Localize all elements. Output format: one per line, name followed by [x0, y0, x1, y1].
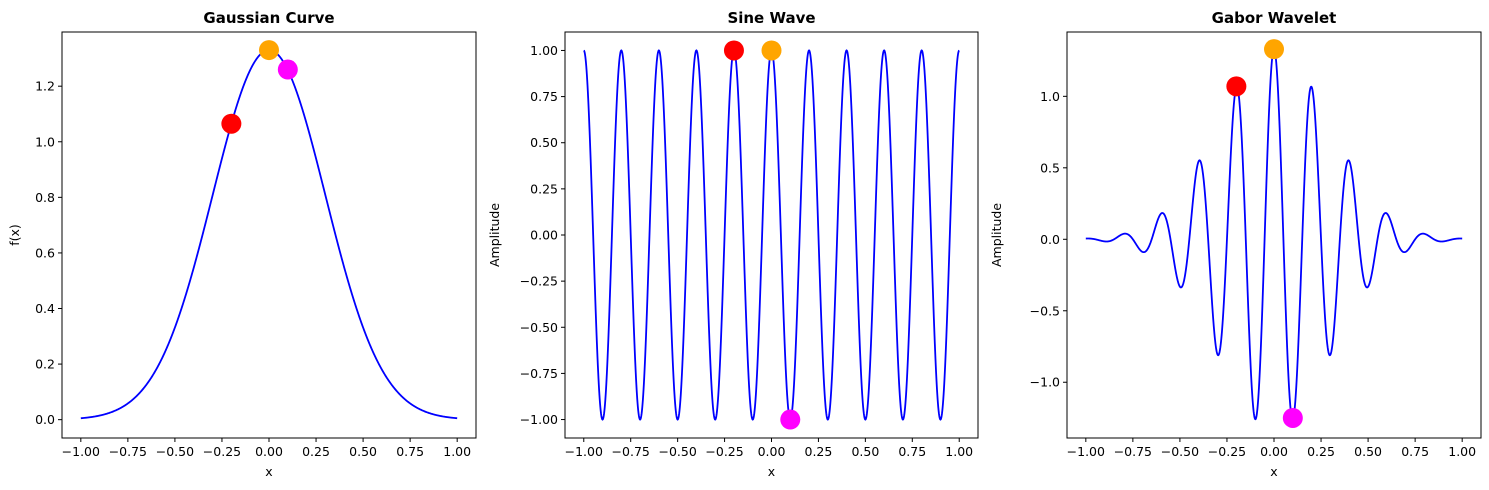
- x-tick-label: 0.25: [1307, 444, 1335, 459]
- chart-1: Gaussian Curve −1.00 −0.75 −0.50 −0.25 0.00 0.…: [7, 9, 477, 479]
- x-tick-label: −1.00: [1067, 444, 1105, 459]
- y-tick-label: 0.75: [530, 89, 558, 104]
- x-tick-label: −0.75: [1114, 444, 1152, 459]
- x-tick-label: 1.00: [443, 444, 471, 459]
- y-axis-label: Amplitude: [989, 203, 1004, 267]
- x-tick-label: −1.00: [62, 444, 100, 459]
- y-tick-label: −0.75: [520, 366, 558, 381]
- x-tick-label: 0.50: [1354, 444, 1382, 459]
- x-tick-label: 0.25: [805, 444, 833, 459]
- x-tick-label: −0.75: [612, 444, 650, 459]
- marker-point: [1264, 39, 1284, 60]
- x-tick-label: 0.50: [851, 444, 879, 459]
- y-tick-label: 0.8: [35, 190, 55, 205]
- y-tick-label: −1.0: [1030, 375, 1060, 390]
- x-axis-label: x: [768, 464, 775, 479]
- y-tick-label: 0.0: [1040, 232, 1060, 247]
- marker-point: [1282, 407, 1303, 428]
- y-axis-label: Amplitude: [487, 203, 502, 267]
- x-tick-label: 0.75: [396, 444, 424, 459]
- x-tick-label: 0.00: [758, 444, 786, 459]
- y-tick-label: 1.00: [530, 43, 558, 58]
- x-axis-label: x: [1270, 464, 1277, 479]
- x-tick-label: 0.75: [898, 444, 926, 459]
- y-axis-label: f(x): [7, 224, 22, 246]
- y-tick-label: 0.6: [35, 245, 55, 260]
- x-tick-label: 1.00: [1448, 444, 1476, 459]
- y-tick-label: −0.25: [520, 274, 558, 289]
- plot-frame: [61, 31, 477, 439]
- marker-point: [780, 409, 801, 430]
- y-tick-label: 0.4: [35, 301, 55, 316]
- x-tick-label: −0.25: [1208, 444, 1246, 459]
- chart-title: Gabor Wavelet: [1212, 9, 1337, 27]
- series-line: [80, 49, 458, 420]
- x-tick-label: −0.50: [658, 444, 696, 459]
- y-tick-label: 0.50: [530, 135, 558, 150]
- y-tick-label: 0.25: [530, 181, 558, 196]
- y-tick-label: −0.50: [520, 320, 558, 335]
- y-tick-label: 0.5: [1040, 160, 1060, 175]
- y-tick-label: 0.00: [530, 228, 558, 243]
- marker-point: [1226, 76, 1247, 97]
- x-tick-label: 0.00: [255, 444, 283, 459]
- marker-point: [761, 40, 782, 61]
- y-tick-label: 1.0: [1040, 89, 1060, 104]
- plot-frame: [564, 31, 979, 439]
- marker-point: [221, 113, 242, 134]
- y-tick-label: −1.00: [520, 412, 558, 427]
- chart-title: Sine Wave: [727, 9, 815, 27]
- x-tick-label: 0.75: [1401, 444, 1429, 459]
- x-tick-label: −0.50: [1161, 444, 1199, 459]
- x-axis-label: x: [265, 464, 272, 479]
- chart-3: Gabor Wavelet −1.00 −0.75 −0.50 −0.25 0.00 0.2…: [989, 9, 1482, 479]
- chart-title: Gaussian Curve: [203, 9, 334, 27]
- x-tick-label: 0.50: [349, 444, 377, 459]
- marker-point: [259, 40, 279, 61]
- x-tick-label: −0.25: [705, 444, 743, 459]
- x-tick-label: −0.75: [109, 444, 147, 459]
- x-tick-label: −0.50: [156, 444, 194, 459]
- y-tick-label: 0.2: [35, 357, 55, 372]
- x-tick-label: −1.00: [565, 444, 603, 459]
- y-tick-label: 0.0: [35, 412, 55, 427]
- x-tick-label: 1.00: [945, 444, 973, 459]
- marker-point: [277, 59, 298, 80]
- x-tick-label: 0.25: [302, 444, 330, 459]
- x-tick-label: 0.00: [1260, 444, 1288, 459]
- series-line: [1085, 47, 1463, 421]
- y-tick-label: 1.0: [35, 134, 55, 149]
- series-line: [583, 49, 960, 421]
- chart-2: Sine Wave −1.00 −0.75 −0.50 −0.25 0.00 0.25 0.5…: [487, 9, 979, 479]
- y-tick-label: −0.5: [1030, 303, 1060, 318]
- y-tick-label: 1.2: [35, 79, 55, 94]
- x-tick-label: −0.25: [203, 444, 241, 459]
- marker-point: [723, 40, 744, 61]
